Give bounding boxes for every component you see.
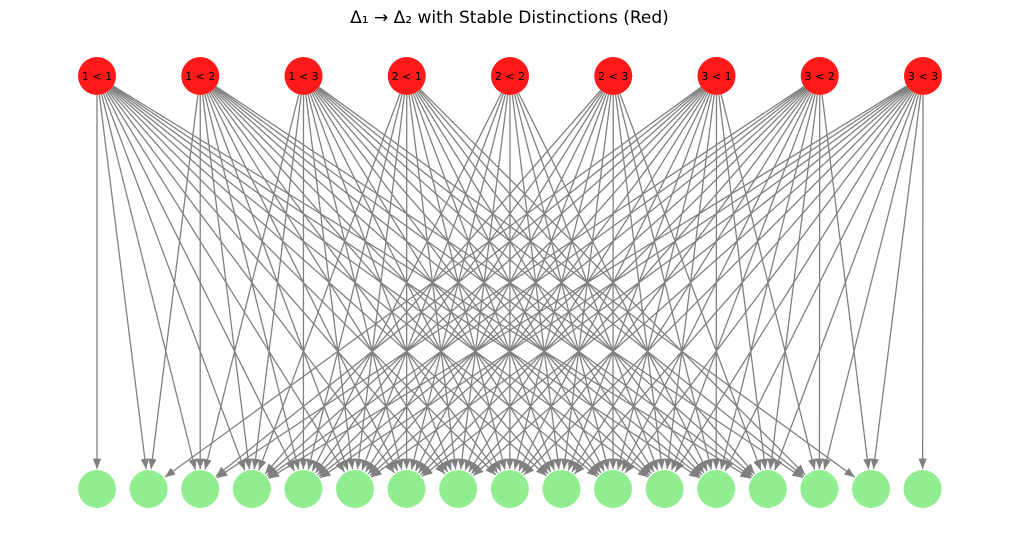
bottom-node (232, 470, 271, 508)
edge-arrow (421, 87, 909, 478)
edge-arrow (267, 86, 805, 478)
edge-arrow (148, 94, 199, 470)
edge-arrow (354, 94, 406, 470)
edge-arrow (203, 94, 300, 470)
bottom-node (284, 470, 323, 508)
edge-arrow (311, 92, 503, 472)
bottom-node (490, 470, 529, 508)
top-node-circle (904, 57, 942, 95)
edge-arrow (100, 94, 197, 470)
top-node-label: 3 < 1 (701, 70, 731, 83)
bottom-node (800, 470, 839, 508)
edge-arrow (624, 90, 913, 474)
edge-arrow (215, 87, 703, 478)
edge-arrow (574, 89, 911, 475)
bottom-nodes-layer (78, 470, 942, 508)
top-node-label: 2 < 2 (495, 70, 525, 83)
top-node: 3 < 3 (904, 57, 942, 95)
edge-arrow (724, 92, 916, 472)
bottom-node (129, 470, 168, 508)
bottom-node (387, 470, 426, 508)
top-node-label: 1 < 3 (288, 70, 318, 83)
edge-arrow (774, 93, 917, 471)
edge-arrow (319, 85, 908, 479)
top-node-label: 1 < 1 (82, 70, 112, 83)
edge-arrow (268, 85, 908, 480)
top-node-circle (491, 57, 529, 95)
top-node-circle (387, 57, 426, 95)
edge-arrow (370, 86, 909, 478)
top-node-label: 3 < 3 (908, 70, 938, 83)
top-node-circle (594, 57, 633, 95)
top-node-circle (181, 57, 220, 95)
edge-arrow (258, 93, 401, 471)
edge-arrow (318, 87, 806, 478)
edge-arrow (216, 85, 805, 479)
edge-arrow (201, 94, 253, 470)
top-node: 2 < 3 (594, 57, 633, 95)
top-node: 3 < 1 (697, 57, 736, 95)
edge-arrow (472, 88, 910, 477)
bottom-node (439, 470, 478, 508)
bottom-node (336, 470, 374, 508)
bottom-node (78, 470, 116, 508)
top-node: 2 < 1 (387, 57, 426, 95)
edge-arrow (251, 94, 302, 470)
bottom-node (903, 470, 942, 508)
top-node-circle (78, 57, 116, 95)
bottom-node (697, 470, 736, 508)
top-node-label: 3 < 2 (805, 70, 835, 83)
top-node-label: 2 < 1 (392, 70, 422, 83)
diagram-title: Δ₁ → Δ₂ with Stable Distinctions (Red) (350, 8, 669, 28)
edge-arrow (870, 94, 922, 470)
top-node-circle (284, 57, 323, 95)
top-node-circle (697, 57, 736, 95)
top-node: 1 < 3 (284, 57, 323, 95)
bottom-node (748, 470, 787, 508)
edge-arrow (98, 94, 149, 470)
bottom-node (594, 470, 632, 508)
top-node: 3 < 2 (800, 57, 839, 95)
edge-arrow (822, 94, 920, 470)
bottom-node (542, 470, 581, 508)
bottom-node (852, 470, 890, 508)
edge-arrow (674, 91, 914, 473)
edges-layer (92, 85, 927, 480)
top-nodes-layer: 1 < 1 1 < 2 1 < 3 2 < 1 2 < 2 2 < 3 3 < 1 3 < 2… (78, 57, 942, 95)
bottom-node (181, 470, 220, 508)
edge-arrow (266, 88, 703, 477)
edge-arrow (523, 88, 911, 476)
top-node-label: 1 < 2 (185, 70, 215, 83)
top-node: 1 < 1 (78, 57, 116, 95)
bottom-node (645, 470, 684, 508)
top-node-label: 2 < 3 (598, 70, 628, 83)
top-node: 2 < 2 (491, 57, 529, 95)
top-node-circle (800, 57, 839, 95)
top-node: 1 < 2 (181, 57, 220, 95)
edge-arrow (164, 86, 702, 478)
